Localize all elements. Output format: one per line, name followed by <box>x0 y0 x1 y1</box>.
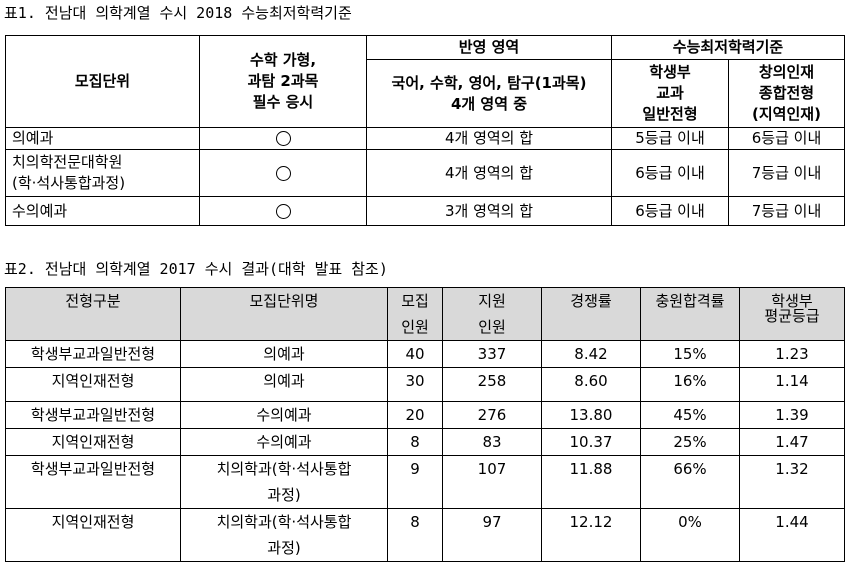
area-value: 4개 영역의 합 <box>366 149 612 197</box>
header-creative-talent: 창의인재 종합전형 (지역인재) <box>728 59 845 128</box>
area-value: 4개 영역의 합 <box>366 127 612 150</box>
table2-caption: 표2. 전남대 의학계열 2017 수시 결과(대학 발표 참조) <box>4 260 388 278</box>
ratio-cell: 12.12 <box>541 508 641 562</box>
ratio-cell: 8.60 <box>541 367 641 402</box>
applicants-cell: 83 <box>442 428 542 456</box>
gpa-cell: 1.23 <box>739 340 845 368</box>
unit-cell: 치의학과(학·석사통합 과정) <box>180 455 388 509</box>
table-row: 지역인재전형 의예과 30 258 8.60 16% 1.14 <box>5 367 845 402</box>
gpa-cell: 1.32 <box>739 455 845 509</box>
header-ratio: 경쟁률 <box>541 287 641 341</box>
quota-cell: 9 <box>387 455 443 509</box>
type-cell: 학생부교과일반전형 <box>5 455 181 509</box>
table-row: 학생부교과일반전형 의예과 40 337 8.42 15% 1.23 <box>5 340 845 368</box>
table-row: 의예과 4개 영역의 합 5등급 이내 6등급 이내 <box>5 127 845 150</box>
additional-cell: 16% <box>640 367 740 402</box>
header-additional: 충원합격률 <box>640 287 740 341</box>
quota-cell: 40 <box>387 340 443 368</box>
header-reflect-area: 반영 영역 <box>366 35 612 60</box>
circle-icon <box>275 131 291 146</box>
circle-icon <box>275 203 291 219</box>
creative-grade: 7등급 이내 <box>728 196 845 226</box>
ratio-cell: 10.37 <box>541 428 641 456</box>
type-cell: 학생부교과일반전형 <box>5 340 181 368</box>
header-applicants: 지원 인원 <box>442 287 542 341</box>
ratio-cell: 11.88 <box>541 455 641 509</box>
header-type: 전형구분 <box>5 287 181 341</box>
additional-cell: 66% <box>640 455 740 509</box>
student-grade: 5등급 이내 <box>611 127 729 150</box>
gpa-cell: 1.39 <box>739 401 845 429</box>
applicants-cell: 107 <box>442 455 542 509</box>
area-value: 3개 영역의 합 <box>366 196 612 226</box>
unit-cell: 수의예과 <box>180 428 388 456</box>
applicants-cell: 258 <box>442 367 542 402</box>
student-grade: 6등급 이내 <box>611 149 729 197</box>
creative-grade: 6등급 이내 <box>728 127 845 150</box>
gpa-cell: 1.14 <box>739 367 845 402</box>
gpa-cell: 1.47 <box>739 428 845 456</box>
table-row: 지역인재전형 치의학과(학·석사통합 과정) 8 97 12.12 0% 1.4… <box>5 508 845 562</box>
admission-criteria-table: 모집단위 수학 가형, 과탐 2과목 필수 응시 반영 영역 수능최저학력기준 … <box>5 35 845 226</box>
header-unit: 모집단위 <box>5 35 200 128</box>
type-cell: 지역인재전형 <box>5 508 181 562</box>
ratio-cell: 13.80 <box>541 401 641 429</box>
additional-cell: 0% <box>640 508 740 562</box>
applicants-cell: 337 <box>442 340 542 368</box>
unit-cell: 의예과 <box>180 367 388 402</box>
header-quota: 모집 인원 <box>387 287 443 341</box>
header-student-record: 학생부 교과 일반전형 <box>611 59 729 128</box>
table-row: 학생부교과일반전형 수의예과 20 276 13.80 45% 1.39 <box>5 401 845 429</box>
unit-name: 치의학전문대학원 (학·석사통합과정) <box>5 149 200 197</box>
quota-cell: 8 <box>387 428 443 456</box>
header-min-standard: 수능최저학력기준 <box>611 35 845 60</box>
unit-name: 의예과 <box>5 127 200 150</box>
gpa-cell: 1.44 <box>739 508 845 562</box>
student-grade: 6등급 이내 <box>611 196 729 226</box>
required-mark <box>199 196 367 226</box>
header-reflect-detail: 국어, 수학, 영어, 탐구(1과목) 4개 영역 중 <box>366 59 612 128</box>
creative-grade: 7등급 이내 <box>728 149 845 197</box>
quota-cell: 20 <box>387 401 443 429</box>
quota-cell: 8 <box>387 508 443 562</box>
additional-cell: 25% <box>640 428 740 456</box>
table-row: 학생부교과일반전형 치의학과(학·석사통합 과정) 9 107 11.88 66… <box>5 455 845 509</box>
unit-cell: 치의학과(학·석사통합 과정) <box>180 508 388 562</box>
required-mark <box>199 149 367 197</box>
ratio-cell: 8.42 <box>541 340 641 368</box>
header-math-requirement: 수학 가형, 과탐 2과목 필수 응시 <box>199 35 367 128</box>
type-cell: 지역인재전형 <box>5 367 181 402</box>
table-row: 치의학전문대학원 (학·석사통합과정) 4개 영역의 합 6등급 이내 7등급 … <box>5 149 845 197</box>
unit-cell: 수의예과 <box>180 401 388 429</box>
header-unit: 모집단위명 <box>180 287 388 341</box>
additional-cell: 45% <box>640 401 740 429</box>
unit-name: 수의예과 <box>5 196 200 226</box>
unit-cell: 의예과 <box>180 340 388 368</box>
type-cell: 지역인재전형 <box>5 428 181 456</box>
applicants-cell: 97 <box>442 508 542 562</box>
admission-results-table: 전형구분 모집단위명 모집 인원 지원 인원 경쟁률 충원합격률 학생부 평균등… <box>5 287 845 562</box>
additional-cell: 15% <box>640 340 740 368</box>
table-row: 지역인재전형 수의예과 8 83 10.37 25% 1.47 <box>5 428 845 456</box>
header-gpa: 학생부 평균등급 <box>739 287 845 341</box>
table-row: 수의예과 3개 영역의 합 6등급 이내 7등급 이내 <box>5 196 845 226</box>
type-cell: 학생부교과일반전형 <box>5 401 181 429</box>
circle-icon <box>275 165 291 181</box>
quota-cell: 30 <box>387 367 443 402</box>
table1-caption: 표1. 전남대 의학계열 수시 2018 수능최저학력기준 <box>4 4 352 22</box>
applicants-cell: 276 <box>442 401 542 429</box>
required-mark <box>199 127 367 150</box>
